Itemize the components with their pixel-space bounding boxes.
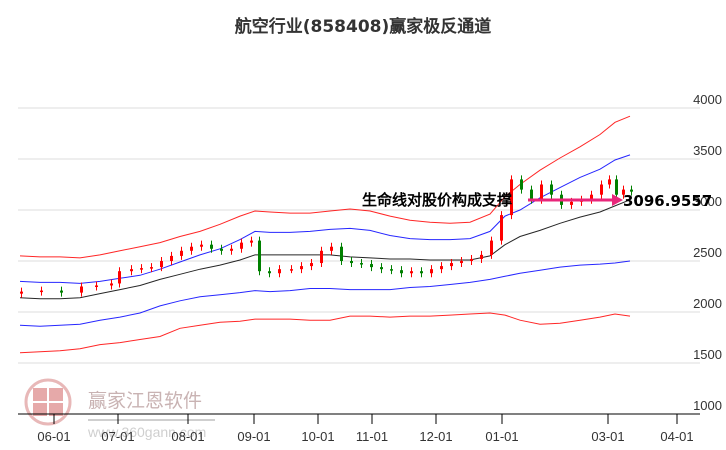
candle	[258, 240, 261, 272]
candle	[370, 264, 373, 268]
y-tick-label: 1500	[693, 347, 722, 362]
candle	[440, 266, 443, 270]
x-tick-label: 01-01	[485, 429, 518, 444]
candle	[608, 179, 611, 185]
candle	[410, 271, 413, 274]
candle	[130, 269, 133, 272]
candle	[630, 189, 633, 192]
candle	[390, 269, 393, 271]
candle	[20, 291, 23, 294]
candle	[500, 215, 503, 241]
x-tick-label: 04-01	[660, 429, 693, 444]
candle	[80, 286, 83, 293]
y-tick-label: 1000	[693, 398, 722, 413]
candle	[420, 271, 423, 274]
outer-upper-line	[19, 115, 631, 259]
y-tick-label: 4000	[693, 92, 722, 107]
candle	[268, 271, 271, 274]
arrow-head-icon	[612, 194, 623, 206]
candle	[510, 179, 513, 216]
candle	[330, 246, 333, 251]
candle	[220, 248, 223, 251]
candle	[360, 263, 363, 265]
inner-upper-line	[19, 154, 631, 284]
candle	[160, 261, 163, 268]
candle	[340, 246, 343, 261]
candle	[460, 261, 463, 264]
channel-lines	[19, 115, 631, 354]
watermark-url: www.360gann.com	[87, 424, 206, 440]
candle	[290, 269, 293, 271]
candle	[550, 184, 553, 195]
candle	[450, 263, 453, 267]
candle	[118, 271, 121, 284]
x-tick-label: 09-01	[237, 429, 270, 444]
x-tick-label: 11-01	[356, 429, 388, 444]
candle	[600, 184, 603, 195]
candle	[540, 184, 543, 200]
x-tick-label: 08-01	[171, 429, 204, 444]
candle	[380, 267, 383, 270]
grid-lines	[18, 107, 700, 364]
candle	[310, 263, 313, 267]
candle	[490, 240, 493, 255]
candle	[400, 270, 403, 274]
candle	[300, 266, 303, 270]
candle	[40, 290, 43, 293]
candle	[140, 268, 143, 270]
candle	[170, 255, 173, 261]
y-tick-label: 3500	[693, 143, 722, 158]
outer-lower-line	[19, 312, 631, 354]
annotation-text: 生命线对股价构成支撑	[362, 191, 512, 209]
candle	[520, 179, 523, 190]
watermark-logo-icon	[24, 378, 72, 426]
x-tick-label: 10-01	[301, 429, 334, 444]
watermark: 赢家江恩软件 www.360gann.com	[24, 378, 215, 440]
lifeline-line	[19, 199, 631, 300]
x-tick-label: 07-01	[101, 429, 134, 444]
candle	[350, 261, 353, 264]
candle	[590, 194, 593, 200]
y-axis: 4000 3500 3000 2500 2000 1500 1000	[693, 92, 722, 413]
x-tick-label: 03-01	[591, 429, 624, 444]
candle	[480, 254, 483, 259]
candle	[622, 189, 625, 195]
y-tick-label: 2500	[693, 245, 722, 260]
price-label: 3096.9557	[623, 192, 712, 210]
candle	[190, 246, 193, 251]
candle	[470, 258, 473, 261]
candle	[250, 240, 253, 243]
chart-title: 航空行业(858408)赢家极反通道	[234, 17, 492, 37]
candle	[200, 244, 203, 247]
candle	[530, 189, 533, 200]
annotation: 生命线对股价构成支撑 3096.9557	[362, 191, 712, 210]
candle	[570, 201, 573, 205]
candlesticks	[20, 175, 633, 298]
y-tick-label: 3000	[693, 194, 722, 209]
candle	[60, 290, 63, 293]
candle	[230, 248, 233, 251]
y-tick-label: 2000	[693, 296, 722, 311]
x-tick-label: 12-01	[419, 429, 452, 444]
candle	[240, 242, 243, 249]
candle	[430, 269, 433, 274]
candle	[320, 250, 323, 264]
candle	[180, 250, 183, 256]
x-tick-label: 06-01	[37, 429, 70, 444]
candle	[150, 267, 153, 269]
watermark-brand: 赢家江恩软件	[88, 390, 202, 412]
candle	[95, 285, 98, 287]
candle	[110, 283, 113, 286]
inner-lower-line	[19, 260, 631, 327]
x-axis: 06-01 07-01 08-01 09-01 10-01 11-01 12-01 01-01…	[18, 413, 700, 444]
candle	[210, 244, 213, 249]
candle	[615, 179, 618, 195]
candle	[278, 269, 281, 274]
